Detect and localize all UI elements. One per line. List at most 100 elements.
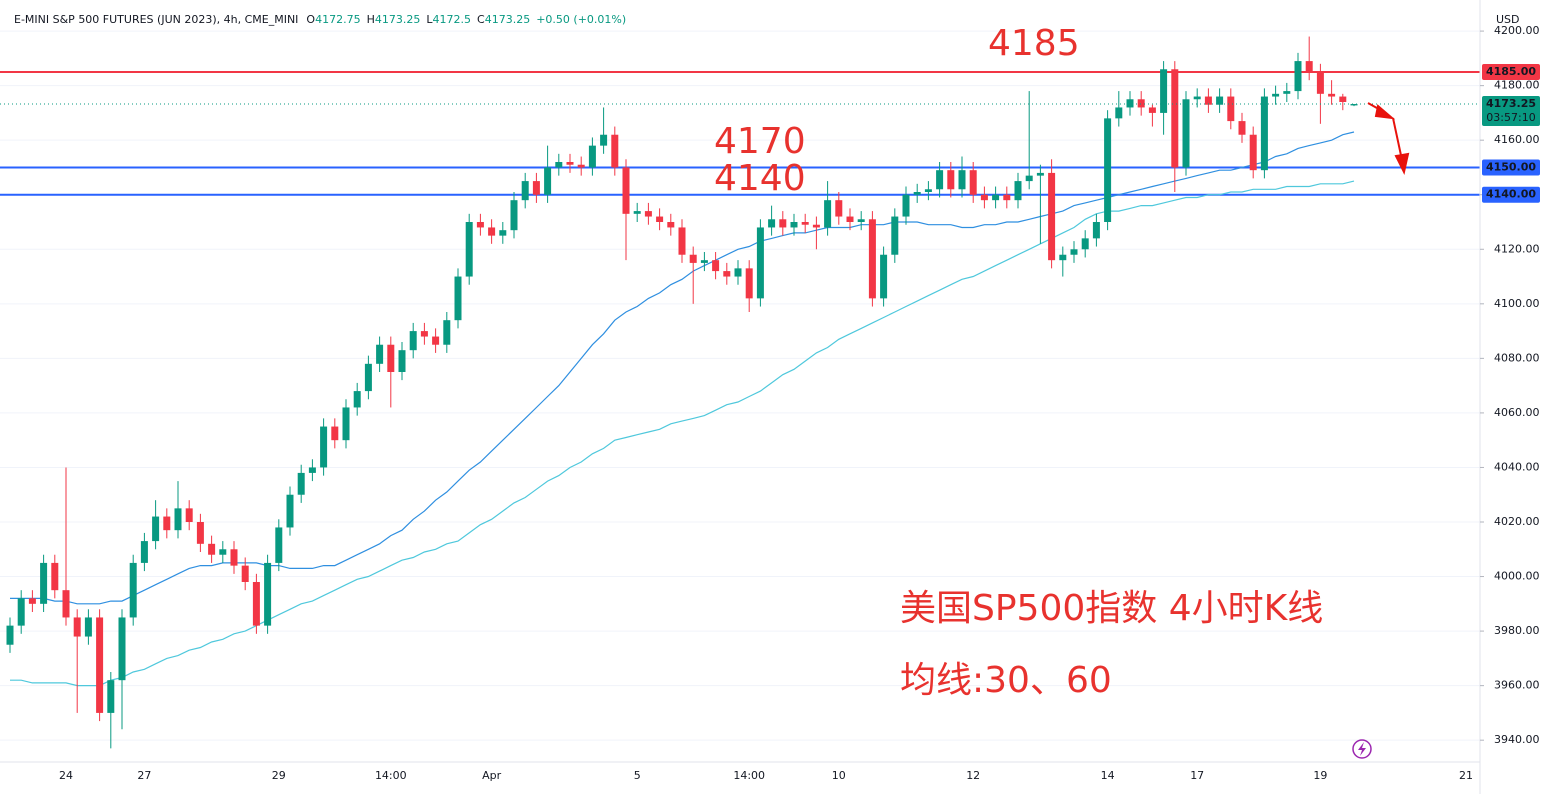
x-tick-label: 27: [137, 769, 151, 782]
close-value: 4173.25: [485, 13, 531, 26]
candle-body: [331, 426, 339, 441]
candle-body: [980, 194, 988, 201]
candle-body: [51, 562, 59, 591]
candle-body: [387, 344, 395, 372]
y-tick-label: 4040.00: [1494, 460, 1540, 473]
open-value: 4172.75: [315, 13, 361, 26]
candle-body: [1260, 96, 1268, 171]
candle-body: [734, 268, 742, 277]
candle-body: [376, 344, 384, 364]
candle-body: [532, 181, 540, 195]
candle-body: [958, 170, 966, 190]
x-tick-label: 17: [1190, 769, 1204, 782]
level-tag: [1482, 159, 1540, 176]
candle-body: [17, 598, 25, 626]
candle-body: [1182, 99, 1190, 168]
candle-body: [812, 224, 820, 228]
candle-body: [40, 562, 48, 604]
x-tick-label: Apr: [482, 769, 502, 782]
candle-body: [73, 617, 81, 637]
y-tick-label: 3980.00: [1494, 624, 1540, 637]
candle-body: [667, 222, 675, 228]
currency: USD: [1496, 13, 1520, 26]
candle-body: [577, 164, 585, 168]
marks: [0, 36, 1480, 749]
candle-body: [28, 598, 36, 604]
candle-body: [656, 216, 664, 222]
annotation: 均线:30、60: [900, 660, 1112, 701]
candle-body: [700, 260, 708, 263]
candle-body: [308, 467, 316, 473]
candle-body: [857, 219, 865, 222]
candle-body: [488, 227, 496, 236]
candle-body: [1294, 61, 1302, 92]
ohlc-letter: H: [367, 13, 375, 26]
candle-body: [499, 230, 507, 236]
candle-body: [118, 617, 126, 681]
candle-body: [1137, 99, 1145, 108]
candle-body: [1171, 69, 1179, 168]
candle-body: [779, 219, 787, 228]
candle-body: [432, 336, 440, 345]
candle-body: [992, 194, 1000, 201]
candle-body: [555, 162, 563, 168]
x-tick-label: 19: [1313, 769, 1327, 782]
candle-body: [476, 222, 484, 228]
candle-body: [1003, 194, 1011, 201]
candle-body: [465, 222, 473, 277]
candle-body: [644, 211, 652, 217]
candle-body: [622, 167, 630, 214]
annotation: 美国SP500指数 4小时K线: [900, 588, 1323, 629]
moving-average: [10, 180, 1355, 687]
candle-body: [566, 162, 574, 165]
candle-body: [219, 549, 227, 555]
candle-body: [353, 391, 361, 408]
candle-body: [1216, 96, 1224, 105]
candle-body: [1350, 104, 1358, 106]
candle-body: [790, 222, 798, 228]
candle-body: [846, 216, 854, 222]
symbol: E-MINI S&P 500 FUTURES (JUN 2023), 4h, C…: [14, 13, 298, 26]
candle-body: [600, 134, 608, 146]
y-tick-label: 4200.00: [1494, 24, 1540, 37]
candle-body: [320, 426, 328, 468]
candle-body: [286, 494, 294, 528]
candle-body: [140, 541, 148, 563]
candle-body: [756, 227, 764, 299]
icon-bolt: [1358, 742, 1366, 756]
candle-body: [264, 562, 272, 626]
y-tick-label: 4160.00: [1494, 133, 1540, 146]
ohlc-letter: C: [477, 13, 485, 26]
annotation: 4140: [714, 158, 806, 199]
candle-body: [208, 543, 216, 555]
candle-body: [62, 590, 70, 618]
candle-body: [510, 200, 518, 231]
candle-body: [1272, 93, 1280, 97]
y-tick-label: 4000.00: [1494, 570, 1540, 583]
candle-body: [824, 200, 832, 228]
candle-body: [913, 192, 921, 195]
low-value: 4172.5: [433, 13, 472, 26]
candle-body: [801, 222, 809, 225]
candle-body: [107, 680, 115, 713]
candle-body: [745, 268, 753, 299]
candle-body: [868, 219, 876, 299]
last-price-tag: [1482, 96, 1540, 127]
candle-body: [880, 254, 888, 299]
icon[interactable]: [1352, 739, 1372, 759]
candle-body: [947, 170, 955, 190]
x-tick-label: 24: [59, 769, 73, 782]
y-tick-label: 3960.00: [1494, 679, 1540, 692]
candle-body: [588, 145, 596, 168]
candle-body: [768, 219, 776, 228]
change: +0.50 (+0.01%): [536, 13, 626, 26]
candle-body: [1036, 172, 1044, 176]
candle-body: [678, 227, 686, 255]
y-tick-label: 4100.00: [1494, 297, 1540, 310]
candle-body: [185, 508, 193, 522]
candle-body: [544, 167, 552, 195]
candle-body: [6, 625, 14, 645]
candle-body: [1227, 96, 1235, 122]
axes: 3940.00 3960.00 3980.00 4000.00 4020.00 4040.…: [59, 24, 1540, 782]
